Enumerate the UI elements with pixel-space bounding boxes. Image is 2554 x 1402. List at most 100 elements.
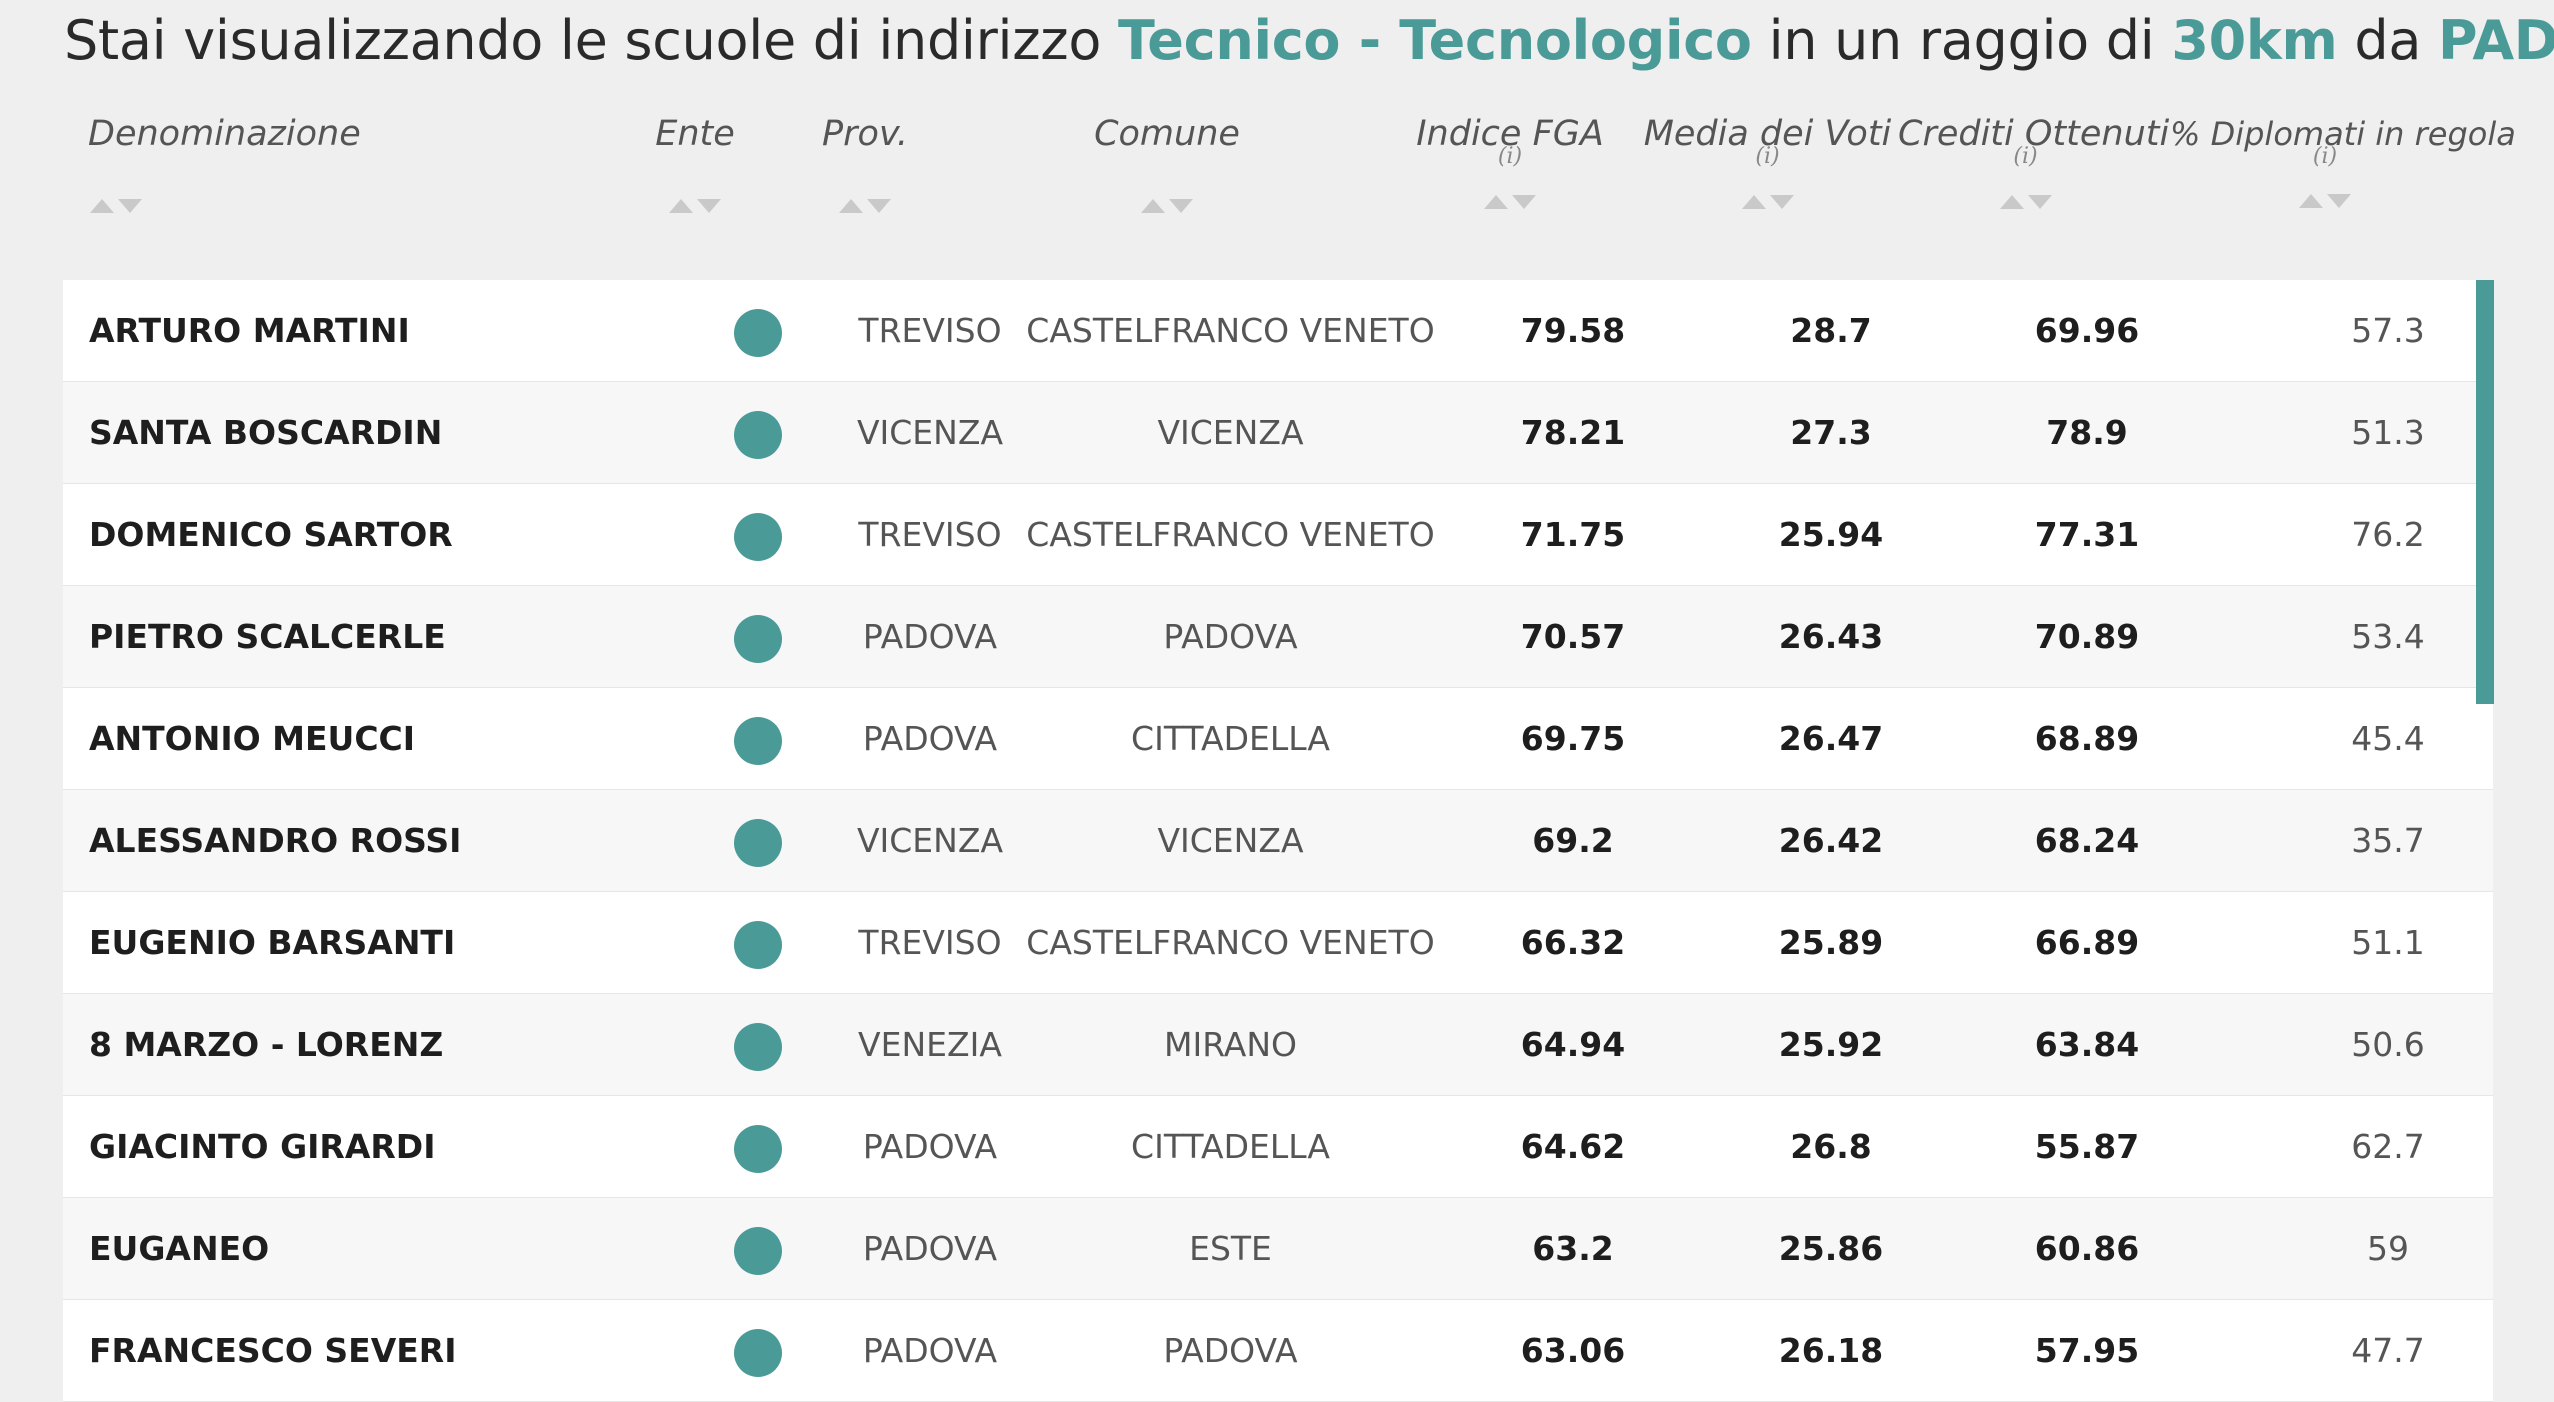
sort-arrows-icon[interactable]: [1998, 178, 2054, 218]
info-icon[interactable]: (i): [2312, 144, 2338, 169]
comune-cell: CITTADELLA: [1131, 719, 1330, 758]
header-prov[interactable]: Prov.: [800, 108, 930, 238]
page-title: Stai visualizzando le scuole di indirizz…: [64, 4, 2554, 78]
title-prefix: Stai visualizzando le scuole di indirizz…: [64, 9, 1102, 72]
table-row[interactable]: EUGENIO BARSANTI TREVISO CASTELFRANCO VENE…: [63, 892, 2493, 994]
sort-arrows-icon[interactable]: [88, 182, 144, 222]
indice-fga-cell: 63.06: [1520, 1331, 1626, 1370]
header-denominazione[interactable]: Denominazione: [88, 108, 361, 238]
crediti-cell: 55.87: [2034, 1127, 2140, 1166]
comune-cell: MIRANO: [1163, 1025, 1298, 1064]
indice-fga-cell: 66.32: [1520, 923, 1626, 962]
header-crediti[interactable]: Crediti Ottenuti (i): [1898, 108, 2170, 238]
crediti-cell: 60.86: [2034, 1229, 2140, 1268]
diplomati-cell: 50.6: [2351, 1025, 2425, 1064]
table-row[interactable]: ALESSANDRO ROSSI VICENZA VICENZA 69.2 26.42 6…: [63, 790, 2493, 892]
table-row[interactable]: DOMENICO SARTOR TREVISO CASTELFRANCO VENET…: [63, 484, 2493, 586]
school-name: FRANCESCO SEVERI: [89, 1331, 457, 1370]
sort-arrows-icon[interactable]: [837, 182, 893, 222]
provincia-cell: PADOVA: [862, 1229, 998, 1268]
scrollbar[interactable]: [2476, 280, 2494, 704]
diplomati-cell: 59: [2367, 1229, 2409, 1268]
header-label: Indice FGA: [1416, 114, 1604, 154]
school-name: ARTURO MARTINI: [89, 311, 410, 350]
header-ente[interactable]: Ente: [630, 108, 760, 238]
media-voti-cell: 25.92: [1778, 1025, 1884, 1064]
table-row[interactable]: FRANCESCO SEVERI PADOVA PADOVA 63.06 26.18 57…: [63, 1300, 2493, 1402]
media-voti-cell: 28.7: [1790, 311, 1872, 350]
crediti-cell: 63.84: [2034, 1025, 2140, 1064]
diplomati-cell: 62.7: [2351, 1127, 2425, 1166]
diplomati-cell: 35.7: [2351, 821, 2425, 860]
indice-fga-cell: 71.75: [1520, 515, 1626, 554]
ente-cell: [643, 382, 873, 483]
title-mid: in un raggio di: [1768, 9, 2155, 72]
info-icon[interactable]: (i): [2013, 144, 2038, 169]
school-name: SANTA BOSCARDIN: [89, 413, 443, 452]
header-fga[interactable]: Indice FGA (i): [1395, 108, 1625, 238]
ente-cell: [643, 1198, 873, 1299]
comune-cell: CASTELFRANCO VENETO: [1026, 311, 1435, 350]
ente-cell: [643, 1300, 873, 1401]
table-row[interactable]: 8 MARZO - LORENZ VENEZIA MIRANO 64.94 25.92 6…: [63, 994, 2493, 1096]
school-name: ALESSANDRO ROSSI: [89, 821, 462, 860]
media-voti-cell: 26.43: [1778, 617, 1884, 656]
ente-cell: [643, 280, 873, 381]
comune-cell: VICENZA: [1157, 821, 1304, 860]
info-icon[interactable]: (i): [1497, 144, 1523, 169]
header-media[interactable]: Media dei Voti (i): [1640, 108, 1895, 238]
media-voti-cell: 26.47: [1778, 719, 1884, 758]
header-label: Media dei Voti: [1643, 114, 1892, 154]
sort-arrows-icon[interactable]: [1482, 178, 1538, 218]
indice-fga-cell: 70.57: [1520, 617, 1626, 656]
table-row[interactable]: EUGANEO PADOVA ESTE 63.2 25.86 60.86 59: [63, 1198, 2493, 1300]
provincia-cell: PADOVA: [862, 1331, 998, 1370]
comune-cell: CITTADELLA: [1131, 1127, 1330, 1166]
provincia-cell: PADOVA: [862, 617, 998, 656]
media-voti-cell: 25.86: [1778, 1229, 1884, 1268]
media-voti-cell: 26.18: [1778, 1331, 1884, 1370]
comune-cell: CASTELFRANCO VENETO: [1026, 515, 1435, 554]
header-comune[interactable]: Comune: [1067, 108, 1267, 238]
ente-cell: [643, 1096, 873, 1197]
diplomati-cell: 57.3: [2351, 311, 2425, 350]
title-da: da: [2354, 9, 2422, 72]
provincia-cell: VICENZA: [856, 821, 1004, 860]
school-name: EUGENIO BARSANTI: [89, 923, 456, 962]
table-row[interactable]: ARTURO MARTINI TREVISO CASTELFRANCO VENETO…: [63, 280, 2493, 382]
sort-arrows-icon[interactable]: [667, 182, 723, 222]
ente-cell: [643, 790, 873, 891]
status-dot-icon: [734, 512, 782, 561]
media-voti-cell: 26.42: [1778, 821, 1884, 860]
ente-cell: [643, 892, 873, 993]
status-dot-icon: [734, 410, 782, 459]
comune-cell: PADOVA: [1163, 1331, 1298, 1370]
crediti-cell: 70.89: [2034, 617, 2140, 656]
school-name: ANTONIO MEUCCI: [89, 719, 416, 758]
header-label: Crediti Ottenuti: [1898, 114, 2170, 154]
table-row[interactable]: ANTONIO MEUCCI PADOVA CITTADELLA 69.75 26.47…: [63, 688, 2493, 790]
indice-fga-cell: 69.75: [1520, 719, 1626, 758]
sort-arrows-icon[interactable]: [2297, 178, 2353, 216]
indice-fga-cell: 63.2: [1532, 1229, 1614, 1268]
diplomati-cell: 51.3: [2351, 413, 2425, 452]
crediti-cell: 68.24: [2034, 821, 2140, 860]
status-dot-icon: [734, 614, 782, 663]
sort-arrows-icon[interactable]: [1740, 178, 1796, 218]
provincia-cell: VENEZIA: [858, 1025, 1002, 1064]
sort-arrows-icon[interactable]: [1139, 182, 1195, 222]
diplomati-cell: 51.1: [2351, 923, 2425, 962]
header-label: Ente: [655, 114, 735, 154]
ente-cell: [643, 994, 873, 1095]
indice-fga-cell: 64.62: [1520, 1127, 1626, 1166]
header-diplomati[interactable]: % Diplomati in regola (i): [2170, 108, 2516, 238]
table-row[interactable]: GIACINTO GIRARDI PADOVA CITTADELLA 64.62 26.…: [63, 1096, 2493, 1198]
table-row[interactable]: SANTA BOSCARDIN VICENZA VICENZA 78.21 27.3 78…: [63, 382, 2493, 484]
provincia-cell: TREVISO: [858, 515, 1002, 554]
indice-fga-cell: 79.58: [1520, 311, 1626, 350]
info-icon[interactable]: (i): [1755, 144, 1780, 169]
table-row[interactable]: PIETRO SCALCERLE PADOVA PADOVA 70.57 26.43 70…: [63, 586, 2493, 688]
status-dot-icon: [734, 818, 782, 867]
status-dot-icon: [734, 1328, 782, 1377]
status-dot-icon: [734, 920, 782, 969]
